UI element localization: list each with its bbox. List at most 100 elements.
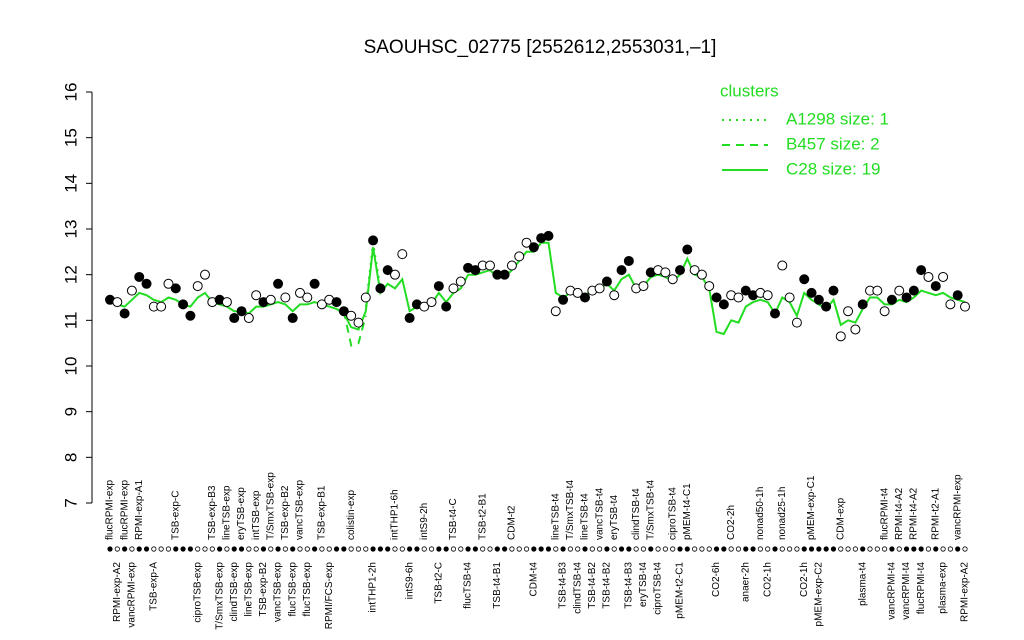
sample-rug (633, 546, 639, 552)
sample-point (558, 294, 569, 305)
sample-point (360, 292, 371, 303)
sample-point (134, 271, 145, 282)
sample-point (426, 297, 437, 308)
sample-point (886, 294, 897, 305)
sample-rug (545, 546, 552, 552)
sample-rug (304, 546, 310, 552)
sample-label: TSB-t4-B3 (623, 562, 634, 609)
sample-rug (217, 546, 223, 552)
sample-rug (348, 546, 354, 552)
sample-label: RPMI-t4-A2 (894, 487, 905, 540)
sample-point (433, 281, 444, 292)
sample-rug (604, 546, 610, 552)
sample-rug (363, 546, 369, 552)
sample-label: CDM-t4 (528, 562, 539, 597)
sample-point (806, 287, 817, 298)
sample-label: plasma-t4 (857, 562, 868, 606)
sample-point (346, 310, 357, 321)
sample-rug (180, 546, 186, 552)
sample-point (265, 294, 276, 305)
sample-point (908, 285, 919, 296)
sample-point (273, 278, 284, 289)
sample-point (667, 274, 678, 285)
sample-rug (677, 546, 683, 552)
sample-label: lineTSB-t4 (580, 493, 591, 540)
sample-rug (553, 546, 559, 552)
legend-label: C28 size: 19 (786, 159, 881, 178)
sample-rug (392, 546, 398, 552)
sample-rug (933, 546, 939, 552)
sample-label: eryTSB-t4 (638, 562, 649, 607)
sample-rug (772, 546, 778, 552)
sample-rug (107, 546, 113, 552)
sample-point (762, 290, 773, 301)
sample-label: T/SmxTSB-t4 (645, 480, 656, 540)
sample-point (229, 313, 240, 324)
legend-title: clusters (720, 81, 779, 100)
sample-label: vancRPMI-t4 (901, 562, 912, 620)
sample-point (514, 251, 525, 262)
sample-point (397, 249, 408, 260)
sample-rug (487, 546, 493, 552)
sample-point (485, 260, 495, 271)
sample-rug (531, 546, 537, 552)
y-tick-label: 9 (61, 407, 80, 416)
sample-label: vancRPMI-exp (127, 562, 138, 628)
sample-rug (684, 546, 690, 552)
sample-label: RPMI-exp-A2 (960, 562, 971, 622)
sample-point (470, 265, 481, 276)
sample-rug (122, 546, 128, 552)
sample-point (901, 292, 912, 303)
sample-rug (743, 546, 749, 552)
sample-point (382, 265, 393, 276)
sample-rug (480, 546, 486, 552)
sample-rug (801, 546, 807, 552)
sample-rug (414, 546, 420, 552)
sample-rug (377, 546, 383, 552)
sample-point (711, 292, 722, 303)
sample-label: RPMI-t4-A2 (908, 487, 919, 540)
sample-label: T/SmxTSB-t4 (565, 480, 576, 540)
sample-point (770, 308, 780, 319)
sample-rug (882, 546, 888, 552)
sample-rug (874, 546, 880, 552)
sample-rug (889, 546, 895, 552)
sample-point (521, 237, 532, 248)
sample-rug (195, 546, 201, 552)
sample-rug (238, 546, 245, 552)
sample-rug (333, 546, 340, 552)
sample-rug (465, 546, 471, 552)
sample-label: intTHP1-2h (368, 562, 379, 613)
sample-rug (502, 546, 508, 552)
sample-rug (143, 546, 150, 552)
sample-label: flucRPMI-t4 (916, 562, 927, 615)
sample-rug (662, 546, 668, 552)
sample-label: nonad50-1h (755, 487, 766, 540)
sample-point (185, 310, 196, 321)
sample-label: plasma-exp (938, 562, 949, 614)
sample-label: flucTSB-exp (287, 562, 298, 617)
sample-point (375, 283, 386, 294)
y-tick-label: 11 (61, 312, 80, 330)
sample-label: vancRPMI-t4 (887, 562, 898, 620)
sample-rug (231, 546, 237, 552)
sample-label: nonad25-1h (777, 487, 788, 540)
sample-point (799, 274, 810, 285)
sample-label: TSB-exp-B2 (258, 562, 269, 617)
sample-point (952, 290, 963, 301)
sample-point (455, 276, 466, 287)
sample-point (616, 265, 627, 276)
sample-label: vancTSB-t4 (594, 487, 605, 540)
sample-point (594, 283, 605, 294)
y-tick-label: 7 (61, 498, 80, 507)
sample-point (828, 285, 839, 296)
sample-rug (823, 546, 829, 552)
sample-rug (699, 546, 705, 552)
sample-rug (341, 546, 347, 552)
sample-rug (312, 546, 318, 552)
sample-rug (436, 546, 442, 552)
sample-label: CO2-1h (762, 562, 773, 597)
sample-rug (129, 546, 135, 552)
sample-label: lineTSB-exp (222, 485, 233, 540)
sample-rug (355, 546, 362, 552)
